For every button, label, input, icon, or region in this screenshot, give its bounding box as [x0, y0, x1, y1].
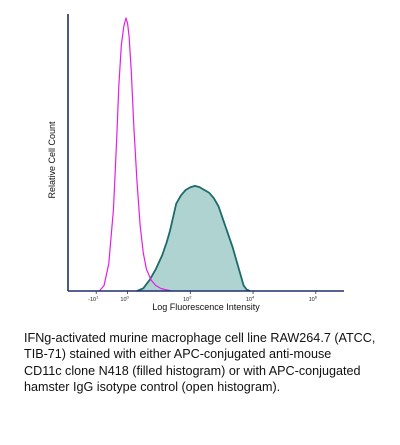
x-tick-label-exponent: 6 [315, 295, 318, 300]
figure-caption: IFNg-activated murine macrophage cell li… [24, 330, 384, 396]
x-tick-label-base: 10 [183, 297, 189, 303]
x-axis-label: Log Fluorescence Intensity [152, 302, 260, 312]
y-axis-label: Relative Cell Count [47, 121, 57, 199]
x-tick-label-base: 10 [309, 297, 315, 303]
x-tick-label: -101 [88, 295, 99, 304]
caption-line: IFNg-activated murine macrophage cell li… [24, 331, 376, 345]
x-tick-label-exponent: 1 [96, 295, 99, 300]
open-histogram-line [98, 17, 172, 292]
x-tick-label: 106 [309, 295, 318, 304]
x-tick-label: 104 [246, 295, 255, 304]
x-tick-label-exponent: 4 [252, 295, 255, 300]
filled-histogram-fill [137, 185, 250, 291]
series-layer [98, 17, 251, 292]
x-tick-label-base: 10 [246, 297, 252, 303]
caption-line: hamster IgG isotype control (open histog… [24, 380, 281, 395]
x-tick-label-base: 10 [120, 297, 126, 303]
flow-histogram-chart: -101 100 102 104 106 Log Fluorescence Intens… [47, 14, 344, 312]
x-tick-label-exponent: 0 [127, 295, 130, 300]
x-tick-labels: -101 100 102 104 106 [88, 291, 318, 303]
x-tick-label: 102 [183, 295, 192, 304]
caption-line: CD11c clone N418 (filled histogram) or w… [24, 363, 361, 378]
x-tick-label-exponent: 2 [189, 295, 192, 300]
x-tick-label-base: -10 [88, 297, 96, 303]
caption-line: TIB-71) stained with either APC-conjugat… [24, 347, 332, 362]
filled-histogram-line [136, 184, 251, 292]
x-tick-label: 100 [120, 295, 129, 304]
